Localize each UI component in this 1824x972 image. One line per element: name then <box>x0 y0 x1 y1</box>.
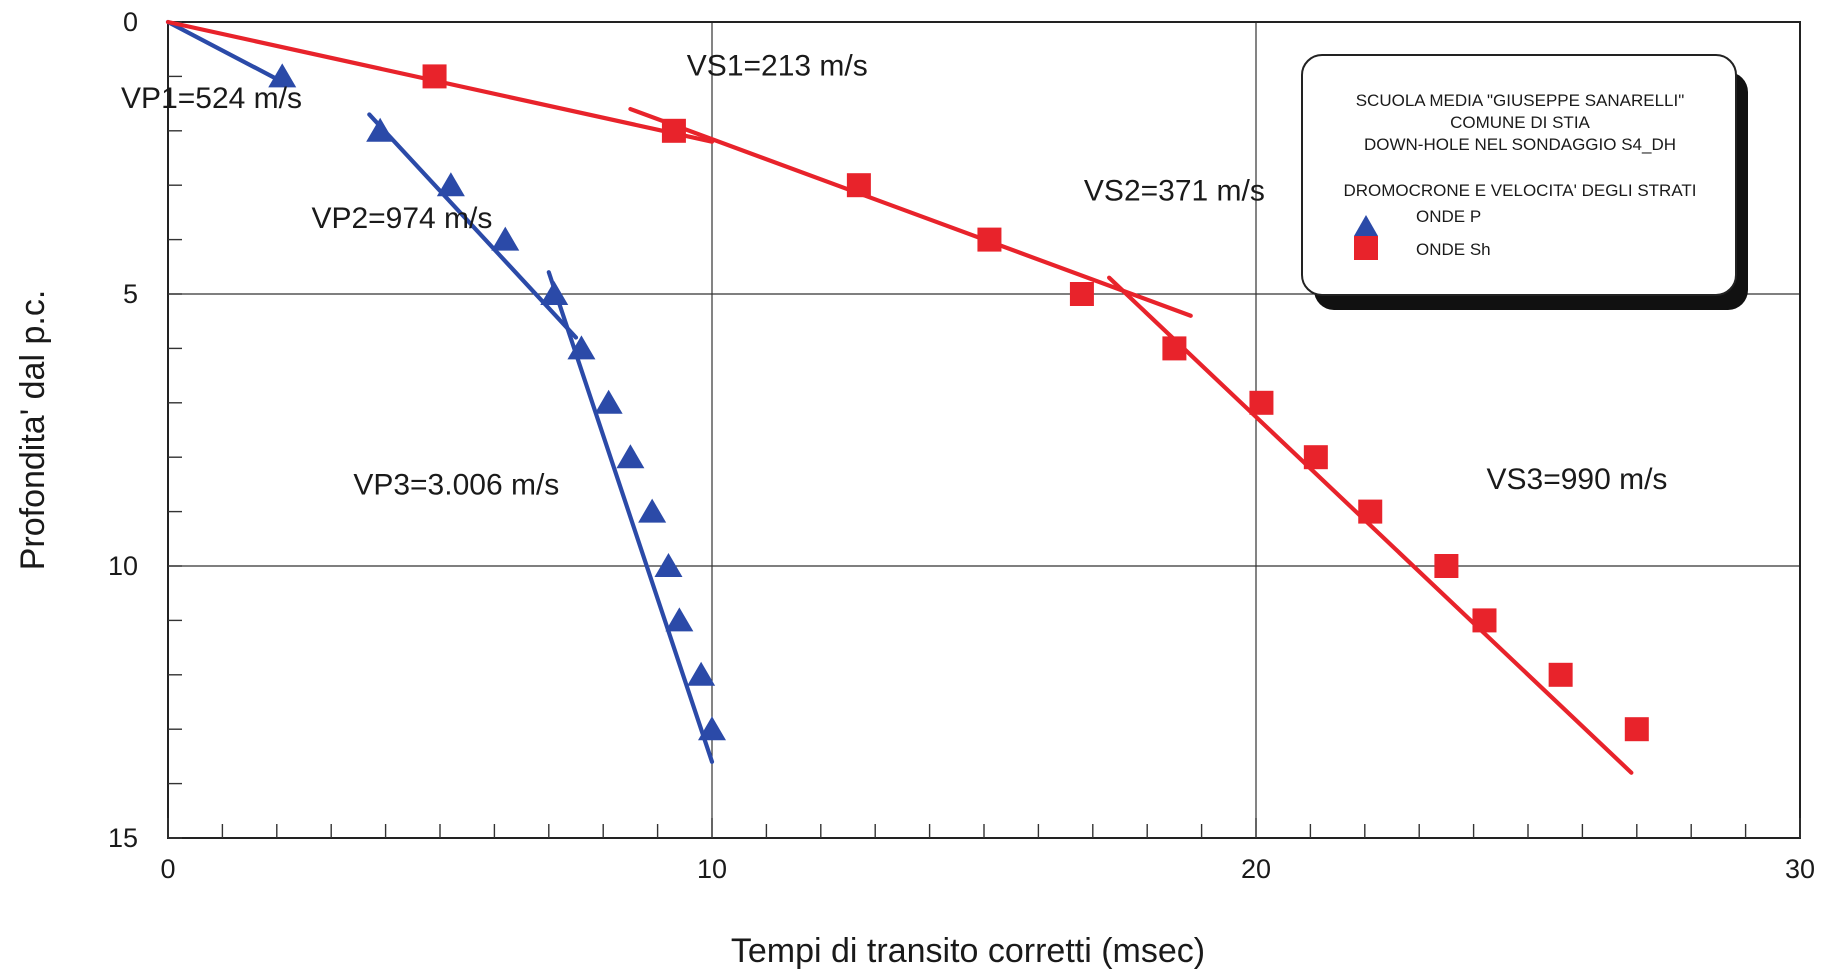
sh-wave-marker <box>1249 390 1274 415</box>
x-axis-title: Tempi di transito corretti (msec) <box>731 932 1205 970</box>
p-wave-fit-line <box>165 19 285 84</box>
velocity-annotation: VP2=974 m/s <box>311 202 492 235</box>
x-tick-label: 30 <box>1785 854 1815 884</box>
p-wave-marker <box>687 661 716 686</box>
p-wave-marker <box>436 172 465 197</box>
data-markers <box>268 63 1649 742</box>
velocity-annotations: VP1=524 m/s VP2=974 m/s VP3=3.006 m/s VS1=2… <box>121 50 1667 502</box>
p-wave-marker <box>698 716 726 741</box>
legend-entry-onde-sh: ONDE Sh <box>1416 240 1491 259</box>
sh-wave-marker <box>1472 608 1497 633</box>
velocity-annotation: VS2=371 m/s <box>1084 175 1265 208</box>
legend-box: SCUOLA MEDIA "GIUSEPPE SANARELLI" COMUNE… <box>1301 54 1748 310</box>
p-wave-fit-line <box>546 270 715 764</box>
legend-entry-onde-p: ONDE P <box>1416 207 1481 226</box>
sh-wave-marker <box>1069 282 1094 306</box>
sh-wave-marker <box>1548 662 1573 687</box>
sh-wave-marker <box>1358 499 1383 524</box>
sh-wave-marker <box>1434 554 1459 578</box>
sh-wave-marker <box>1303 445 1328 470</box>
p-wave-marker <box>567 335 596 360</box>
legend-triangle-icon <box>1354 215 1378 236</box>
legend-subtitle: DROMOCRONE E VELOCITA' DEGLI STRATI <box>1343 181 1696 200</box>
legend-title-line-3: DOWN-HOLE NEL SONDAGGIO S4_DH <box>1364 135 1676 154</box>
sh-wave-marker <box>1624 717 1649 742</box>
p-wave-marker <box>491 226 520 251</box>
p-wave-marker <box>616 444 645 469</box>
velocity-annotation: VS3=990 m/s <box>1486 463 1667 496</box>
p-wave-marker <box>540 281 569 305</box>
p-wave-fit-line <box>367 112 579 340</box>
sh-wave-marker <box>661 118 686 143</box>
velocity-annotation: VS1=213 m/s <box>687 50 868 83</box>
p-wave-marker <box>594 389 623 414</box>
y-tick-label: 0 <box>123 7 138 37</box>
y-tick-label: 15 <box>108 823 138 853</box>
p-wave-marker <box>638 498 667 523</box>
sh-wave-fit-line <box>628 106 1193 318</box>
grid <box>168 22 1800 838</box>
sh-wave-marker <box>846 173 871 198</box>
sh-wave-marker <box>422 64 447 89</box>
legend-title-line-2: COMUNE DI STIA <box>1450 113 1590 132</box>
legend-square-icon <box>1354 236 1378 260</box>
legend-panel <box>1301 54 1737 296</box>
sh-wave-marker <box>1162 336 1187 361</box>
legend-title-line-1: SCUOLA MEDIA "GIUSEPPE SANARELLI" <box>1356 91 1685 110</box>
sh-wave-marker <box>977 227 1002 252</box>
y-tick-label: 5 <box>123 279 138 309</box>
velocity-annotation: VP3=3.006 m/s <box>353 468 559 501</box>
p-wave-marker <box>665 607 694 632</box>
p-wave-marker <box>268 63 297 88</box>
y-tick-label: 10 <box>108 551 138 581</box>
x-tick-label: 20 <box>1241 854 1271 884</box>
x-tick-label: 10 <box>697 854 727 884</box>
y-axis-title: Profondita' dal p.c. <box>14 290 52 571</box>
axis-ticks: 0 10 20 30 0 5 10 15 <box>108 7 1815 884</box>
velocity-annotation: VP1=524 m/s <box>121 82 302 115</box>
p-wave-marker <box>654 553 683 577</box>
sh-wave-fit-line <box>1107 275 1634 775</box>
x-tick-label: 0 <box>160 854 175 884</box>
p-wave-marker <box>366 117 395 142</box>
